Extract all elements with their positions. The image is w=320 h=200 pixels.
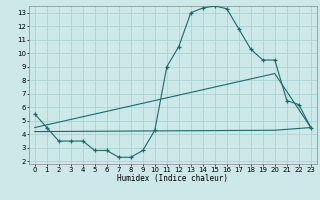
X-axis label: Humidex (Indice chaleur): Humidex (Indice chaleur) [117, 174, 228, 183]
